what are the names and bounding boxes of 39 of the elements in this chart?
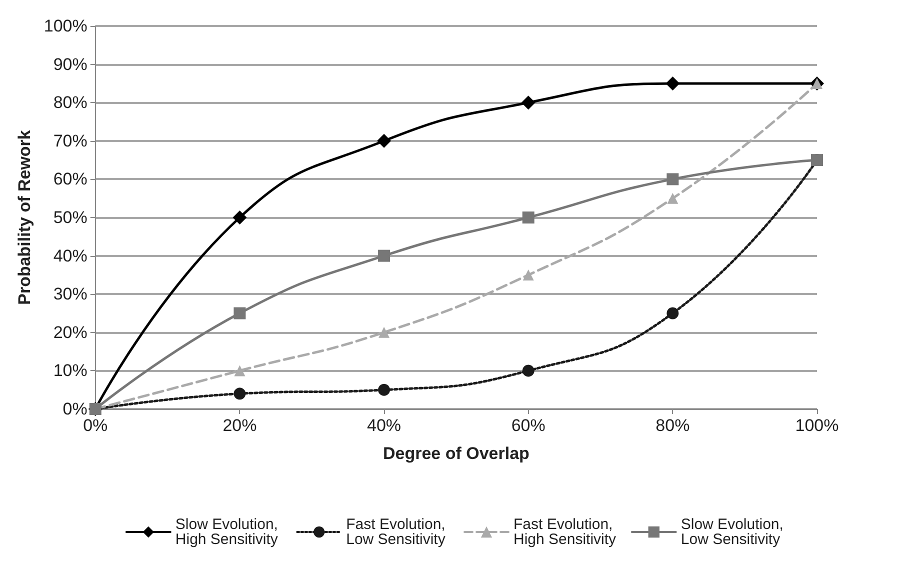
y-tick-label: 80% — [53, 93, 88, 112]
y-tick-label: 100% — [44, 16, 88, 36]
x-tick-label: 40% — [367, 416, 402, 435]
point — [522, 212, 534, 224]
x-tick-label: 60% — [511, 416, 546, 435]
point — [522, 269, 534, 280]
legend-label: Fast Evolution, Low Sensitivity — [346, 516, 450, 548]
y-tick-label: 20% — [53, 322, 88, 342]
point — [378, 326, 390, 338]
point — [234, 388, 246, 400]
point — [378, 384, 390, 396]
point — [377, 134, 392, 148]
y-tick-label: 10% — [53, 361, 88, 380]
y-tick-label: 60% — [53, 170, 88, 189]
point — [232, 210, 247, 224]
legend-label: Slow Evolution, Low Sensitivity — [680, 516, 788, 548]
y-axis-title: Probability of Rework — [15, 130, 34, 305]
point — [378, 250, 390, 262]
y-tick-label: 0% — [62, 400, 88, 418]
point — [667, 192, 678, 204]
point — [666, 173, 679, 186]
legend-label: Slow Evolution, High Sensitivity — [175, 516, 282, 548]
legend-label: Fast Evolution, High Sensitivity — [514, 516, 617, 548]
x-tick-label: 100% — [795, 416, 839, 435]
x-axis-title: Degree of Overlap — [382, 444, 530, 463]
point — [521, 96, 536, 110]
y-tick-label: 90% — [53, 54, 88, 74]
x-tick-label: 0% — [83, 416, 108, 435]
y-tick-label: 50% — [53, 208, 88, 227]
point — [666, 76, 680, 90]
y-tick-label: 70% — [53, 131, 88, 150]
x-tick-label: 80% — [656, 416, 690, 435]
x-tick-label: 20% — [222, 416, 257, 435]
y-tick-label: 30% — [53, 284, 88, 304]
point — [522, 364, 534, 377]
point — [234, 365, 246, 376]
point — [234, 307, 246, 320]
y-tick-label: 40% — [53, 246, 88, 266]
point — [666, 307, 679, 320]
